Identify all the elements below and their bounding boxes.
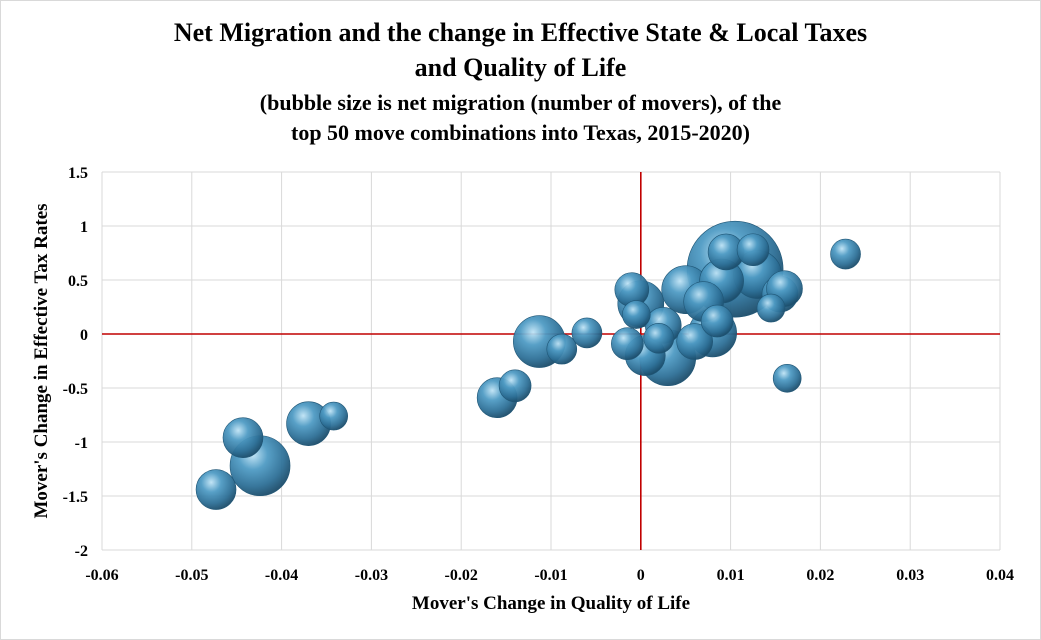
bubble — [756, 293, 786, 323]
bubble — [772, 363, 802, 393]
tick-labels: -0.06 -0.05 -0.04 -0.03 -0.02 -0.01 0 0.01 0.02 0… — [63, 165, 1014, 584]
y-axis-label: Mover's Change in Effective Tax Rates — [31, 203, 52, 518]
chart-title-line-2: and Quality of Life — [414, 53, 627, 82]
y-tick-label: -0.5 — [63, 381, 88, 398]
x-tick-label: 0.01 — [717, 567, 745, 584]
chart-subtitle-line-2: top 50 move combinations into Texas, 201… — [291, 120, 750, 145]
x-tick-label: 0.03 — [896, 567, 924, 584]
x-tick-label: -0.03 — [355, 567, 388, 584]
x-tick-label: -0.06 — [85, 567, 118, 584]
bubble — [736, 233, 770, 267]
x-tick-label: -0.01 — [534, 567, 567, 584]
bubble — [222, 417, 264, 458]
x-tick-label: -0.02 — [445, 567, 478, 584]
y-tick-label: 1.5 — [68, 165, 88, 182]
bubble — [319, 401, 348, 431]
bubble — [546, 333, 578, 365]
bubbles — [195, 220, 861, 510]
y-tick-label: 0 — [80, 327, 88, 344]
bubble — [676, 323, 713, 360]
bubble — [622, 300, 651, 329]
x-tick-label: 0.02 — [806, 567, 834, 584]
chart-subtitle-line-1: (bubble size is net migration (number of… — [259, 90, 782, 115]
y-tick-label: -2 — [75, 543, 88, 560]
x-tick-label: -0.04 — [265, 567, 298, 584]
bubble — [498, 369, 532, 403]
bubble — [643, 323, 675, 354]
bubble — [571, 317, 603, 349]
y-tick-label: -1.5 — [63, 489, 88, 506]
bubble — [830, 238, 861, 270]
y-tick-label: 0.5 — [68, 273, 88, 290]
bubble — [700, 304, 734, 338]
y-tick-label: -1 — [75, 435, 88, 452]
x-tick-label: 0.04 — [986, 567, 1014, 584]
bubble — [611, 327, 644, 361]
x-tick-label: -0.05 — [175, 567, 208, 584]
bubble — [195, 469, 237, 510]
chart-title-line-1: Net Migration and the change in Effectiv… — [173, 18, 868, 47]
x-tick-label: 0 — [637, 567, 645, 584]
y-tick-label: 1 — [80, 219, 88, 236]
x-axis-label: Mover's Change in Quality of Life — [412, 593, 690, 614]
